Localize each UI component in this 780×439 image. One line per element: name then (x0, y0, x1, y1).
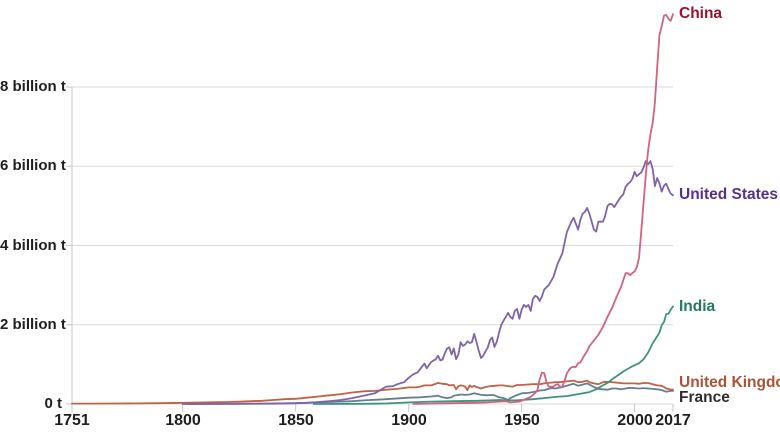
series-label-united-kingdom: United Kingdom (679, 374, 780, 391)
y-tick-label: 0 t (44, 395, 62, 412)
series-label-china: China (679, 5, 723, 22)
line-united-states (181, 160, 674, 405)
line-china (412, 13, 674, 405)
y-tick-label: 6 billion t (0, 157, 66, 174)
x-tick-label: 2017 (655, 412, 691, 429)
x-tick-label: 1850 (278, 412, 314, 429)
y-tick-label: 8 billion t (0, 78, 66, 95)
x-tick-label: 2000 (617, 412, 653, 429)
x-tick-label: 1900 (391, 412, 427, 429)
series-label-united-states: United States (679, 186, 779, 203)
line-france (186, 382, 674, 405)
series-label-france: France (679, 389, 730, 406)
line-india (312, 305, 674, 405)
x-tick-label: 1751 (54, 412, 90, 429)
series-label-india: India (679, 298, 716, 315)
line-united-kingdom (71, 379, 674, 405)
y-tick-label: 2 billion t (0, 316, 66, 333)
x-tick-label: 1950 (504, 412, 540, 429)
y-tick-label: 4 billion t (0, 237, 66, 254)
x-tick-label: 1800 (165, 412, 201, 429)
